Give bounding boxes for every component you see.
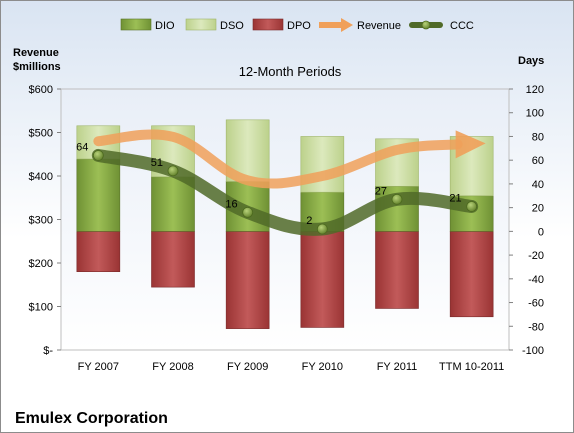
ccc-point	[391, 193, 403, 205]
left-axis-tick-label: $600	[29, 84, 53, 96]
x-axis-tick-label: FY 2009	[227, 361, 268, 373]
ccc-point	[167, 165, 179, 177]
x-axis-tick-label: FY 2007	[78, 361, 119, 373]
right-axis-tick-label: -100	[522, 345, 544, 357]
ccc-data-label: 51	[151, 157, 163, 169]
left-axis-tick-label: $200	[29, 258, 53, 270]
x-axis-tick-label: FY 2008	[152, 361, 193, 373]
x-axis-tick-label: TTM 10-2011	[439, 361, 504, 373]
right-axis-tick-label: -80	[528, 321, 544, 333]
legend-label-ccc: CCC	[450, 20, 474, 32]
right-axis-tick-label: 60	[532, 155, 544, 167]
dpo-bar	[449, 231, 494, 318]
right-axis-tick-label: 40	[532, 179, 544, 191]
dpo-bar	[300, 231, 345, 328]
legend-label-dio: DIO	[155, 20, 175, 32]
ccc-data-label: 27	[375, 185, 387, 197]
right-axis-tick-label: 0	[538, 226, 544, 238]
dpo-bar	[76, 231, 121, 272]
left-axis-label-line1: Revenue	[13, 47, 59, 59]
ccc-data-label: 16	[225, 198, 237, 210]
right-axis-tick-label: -20	[528, 250, 544, 262]
legend-swatch-dso	[185, 18, 217, 31]
revenue-line	[93, 129, 463, 189]
dio-bar	[76, 158, 121, 232]
right-axis-tick-label: -40	[528, 274, 544, 286]
right-axis-tick-label: 80	[532, 131, 544, 143]
left-axis-tick-label: $300	[29, 215, 53, 227]
left-axis-tick-label: $500	[29, 128, 53, 140]
left-axis-tick-label: $-	[43, 345, 53, 357]
company-name: Emulex Corporation	[15, 410, 168, 427]
right-axis-tick-label: -60	[528, 298, 544, 310]
ccc-point	[92, 150, 104, 161]
left-axis-label-line2: $millions	[13, 61, 61, 73]
right-axis-tick-label: 100	[526, 108, 544, 120]
dpo-bar	[375, 231, 419, 309]
chart-title: 12-Month Periods	[239, 64, 342, 79]
legend-label-revenue: Revenue	[357, 20, 401, 32]
right-axis-tick-label: 120	[526, 84, 544, 96]
legend-label-dso: DSO	[220, 20, 244, 32]
revenue-arrowhead	[455, 130, 486, 159]
left-axis-tick-label: $100	[29, 302, 53, 314]
legend-label-dpo: DPO	[287, 20, 311, 32]
ccc-point	[316, 223, 328, 235]
x-axis-tick-label: FY 2011	[377, 361, 418, 373]
legend-swatch-ccc-marker	[421, 20, 431, 30]
dpo-bar	[151, 231, 195, 288]
dpo-bar	[225, 231, 270, 329]
left-axis-tick-label: $400	[29, 171, 53, 183]
x-axis-tick-label: FY 2010	[302, 361, 343, 373]
ccc-data-label: 2	[306, 215, 312, 227]
legend-swatch-dpo	[252, 18, 284, 31]
ccc-point	[466, 201, 478, 212]
dio-bar	[151, 176, 195, 232]
right-axis-label: Days	[518, 55, 544, 67]
legend-swatch-revenue-arrow	[341, 18, 353, 32]
ccc-data-label: 64	[76, 141, 88, 153]
ccc-data-label: 21	[449, 192, 461, 204]
ccc-point	[242, 206, 254, 218]
legend-swatch-dio	[120, 18, 152, 31]
right-axis-tick-label: 20	[532, 203, 544, 215]
